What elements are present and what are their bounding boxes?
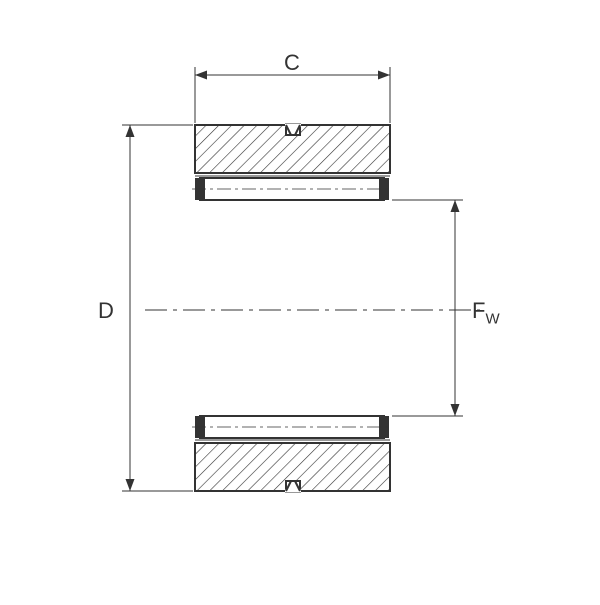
dim-label-C: C: [284, 50, 300, 76]
dim-label-Fw: FW: [472, 298, 500, 327]
bearing-diagram: [0, 0, 600, 600]
diagram-svg: [0, 0, 600, 600]
dim-label-D: D: [98, 298, 114, 324]
